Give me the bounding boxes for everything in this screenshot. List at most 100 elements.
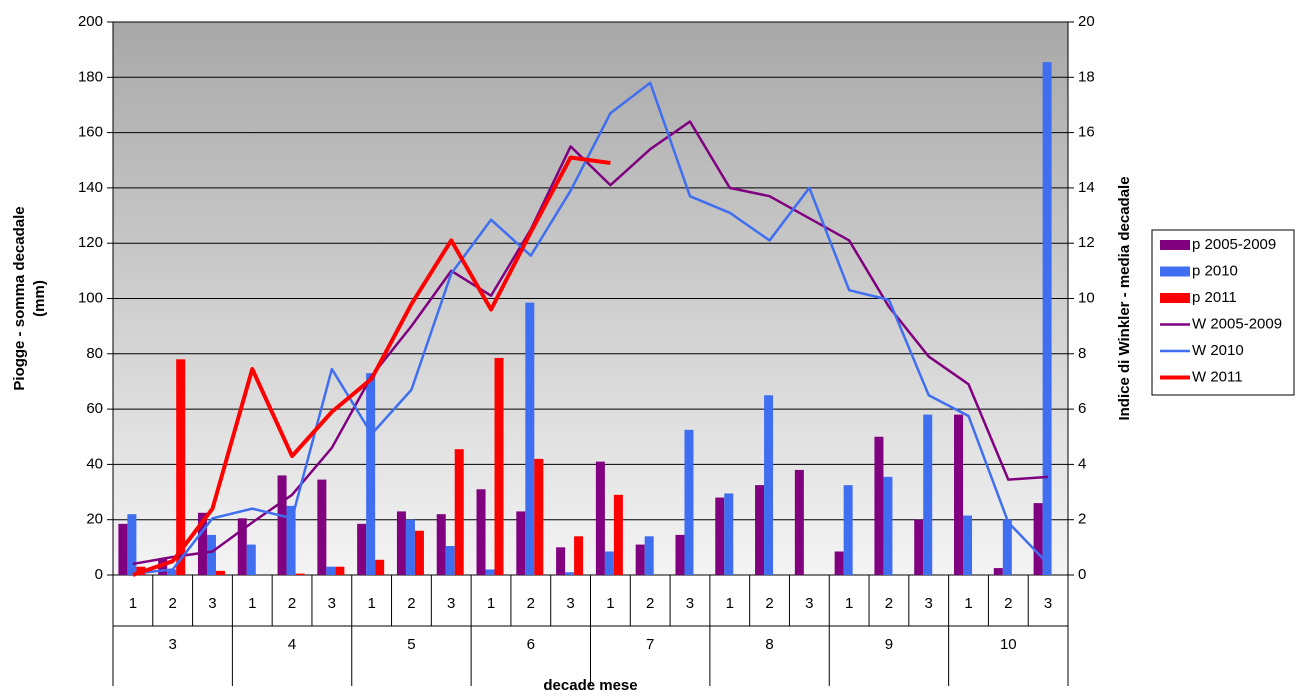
bar bbox=[405, 519, 415, 575]
bar bbox=[993, 568, 1003, 575]
y-tick-label: 20 bbox=[86, 511, 103, 528]
x-tick-label: 3 bbox=[805, 595, 813, 612]
bar bbox=[923, 414, 933, 575]
legend-label: W 2005-2009 bbox=[1192, 315, 1282, 332]
y-tick-label: 200 bbox=[78, 13, 103, 30]
y2-tick-label: 16 bbox=[1078, 124, 1095, 141]
y2-axis-title: Indice di Winkler - media decadale bbox=[1116, 176, 1133, 420]
x-tick-label: 3 bbox=[208, 595, 216, 612]
bar bbox=[574, 536, 584, 575]
line bbox=[132, 81, 1050, 575]
x-tick-label: 1 bbox=[726, 595, 734, 612]
x-tick-label: 2 bbox=[1004, 595, 1012, 612]
bar bbox=[604, 551, 614, 575]
bar bbox=[295, 573, 305, 575]
bar bbox=[715, 497, 725, 575]
bar bbox=[197, 512, 207, 575]
legend-label: W 2011 bbox=[1192, 368, 1243, 385]
bar bbox=[883, 476, 893, 575]
bar bbox=[215, 570, 225, 575]
bar bbox=[1033, 503, 1043, 575]
legend-label: W 2010 bbox=[1192, 342, 1244, 359]
y-tick-label: 40 bbox=[86, 455, 103, 472]
legend-label: p 2005-2009 bbox=[1192, 236, 1276, 253]
legend-box bbox=[1151, 229, 1295, 396]
y2-tick-label: 12 bbox=[1078, 234, 1095, 251]
bar bbox=[366, 373, 376, 575]
bar bbox=[843, 485, 853, 575]
bar bbox=[1042, 62, 1052, 575]
bar bbox=[485, 569, 495, 575]
bar bbox=[914, 519, 924, 575]
y2-tick-label: 8 bbox=[1078, 345, 1086, 362]
bar bbox=[237, 518, 247, 575]
x-tick-label: 3 bbox=[1044, 595, 1052, 612]
legend-label: p 2010 bbox=[1192, 262, 1238, 279]
bar bbox=[565, 572, 575, 575]
bar bbox=[534, 458, 544, 575]
x-tick-label: 1 bbox=[964, 595, 972, 612]
bar bbox=[755, 485, 765, 575]
bar bbox=[335, 566, 345, 575]
y-axis-title: Piogge - somma decadale bbox=[11, 206, 28, 390]
y-tick-label: 0 bbox=[95, 566, 103, 583]
y2-tick-label: 6 bbox=[1078, 400, 1086, 417]
bar bbox=[494, 357, 504, 575]
bar bbox=[246, 544, 256, 575]
bar bbox=[206, 534, 216, 575]
x-tick-label: 1 bbox=[367, 595, 375, 612]
x-group-label: 5 bbox=[407, 636, 415, 653]
y2-tick-label: 14 bbox=[1078, 179, 1095, 196]
bar bbox=[724, 493, 734, 575]
bar bbox=[286, 505, 296, 575]
bar bbox=[613, 494, 623, 575]
bar bbox=[874, 436, 884, 575]
bar bbox=[396, 511, 406, 575]
bar bbox=[445, 545, 455, 575]
x-tick-label: 3 bbox=[328, 595, 336, 612]
bar bbox=[118, 523, 128, 575]
x-tick-label: 2 bbox=[288, 595, 296, 612]
bar bbox=[326, 566, 336, 575]
y-tick-label: 120 bbox=[78, 234, 103, 251]
bar bbox=[556, 547, 566, 575]
bar bbox=[635, 544, 645, 575]
legend-swatch bbox=[1160, 266, 1190, 277]
x-tick-label: 2 bbox=[646, 595, 654, 612]
x-group-label: 7 bbox=[646, 636, 654, 653]
bar bbox=[525, 302, 535, 575]
bar bbox=[644, 536, 654, 575]
y2-tick-label: 4 bbox=[1078, 455, 1086, 472]
legend-label: p 2011 bbox=[1192, 289, 1237, 306]
y-axis-title: (mm) bbox=[31, 280, 48, 317]
x-tick-label: 1 bbox=[248, 595, 256, 612]
x-tick-label: 2 bbox=[169, 595, 177, 612]
x-group-label: 9 bbox=[885, 636, 893, 653]
x-tick-label: 2 bbox=[885, 595, 893, 612]
bar bbox=[454, 449, 464, 575]
x-group-label: 3 bbox=[169, 636, 177, 653]
bar bbox=[963, 515, 973, 575]
y-tick-label: 180 bbox=[78, 68, 103, 85]
x-axis-title: decade mese bbox=[543, 677, 637, 693]
bar bbox=[1002, 519, 1012, 575]
line bbox=[132, 155, 611, 577]
bar bbox=[167, 569, 177, 575]
bar bbox=[675, 534, 685, 575]
bar bbox=[595, 461, 605, 575]
x-tick-label: 2 bbox=[527, 595, 535, 612]
y-tick-label: 160 bbox=[78, 124, 103, 141]
bar bbox=[127, 514, 137, 575]
bar bbox=[954, 414, 964, 575]
x-tick-label: 1 bbox=[606, 595, 614, 612]
y2-tick-label: 20 bbox=[1078, 13, 1095, 30]
x-group-label: 8 bbox=[765, 636, 773, 653]
bar bbox=[375, 559, 385, 575]
y-tick-label: 80 bbox=[86, 345, 103, 362]
x-tick-label: 3 bbox=[447, 595, 455, 612]
y-tick-label: 60 bbox=[86, 400, 103, 417]
y2-tick-label: 2 bbox=[1078, 511, 1086, 528]
x-group-label: 10 bbox=[1000, 636, 1017, 653]
bar bbox=[357, 523, 367, 575]
